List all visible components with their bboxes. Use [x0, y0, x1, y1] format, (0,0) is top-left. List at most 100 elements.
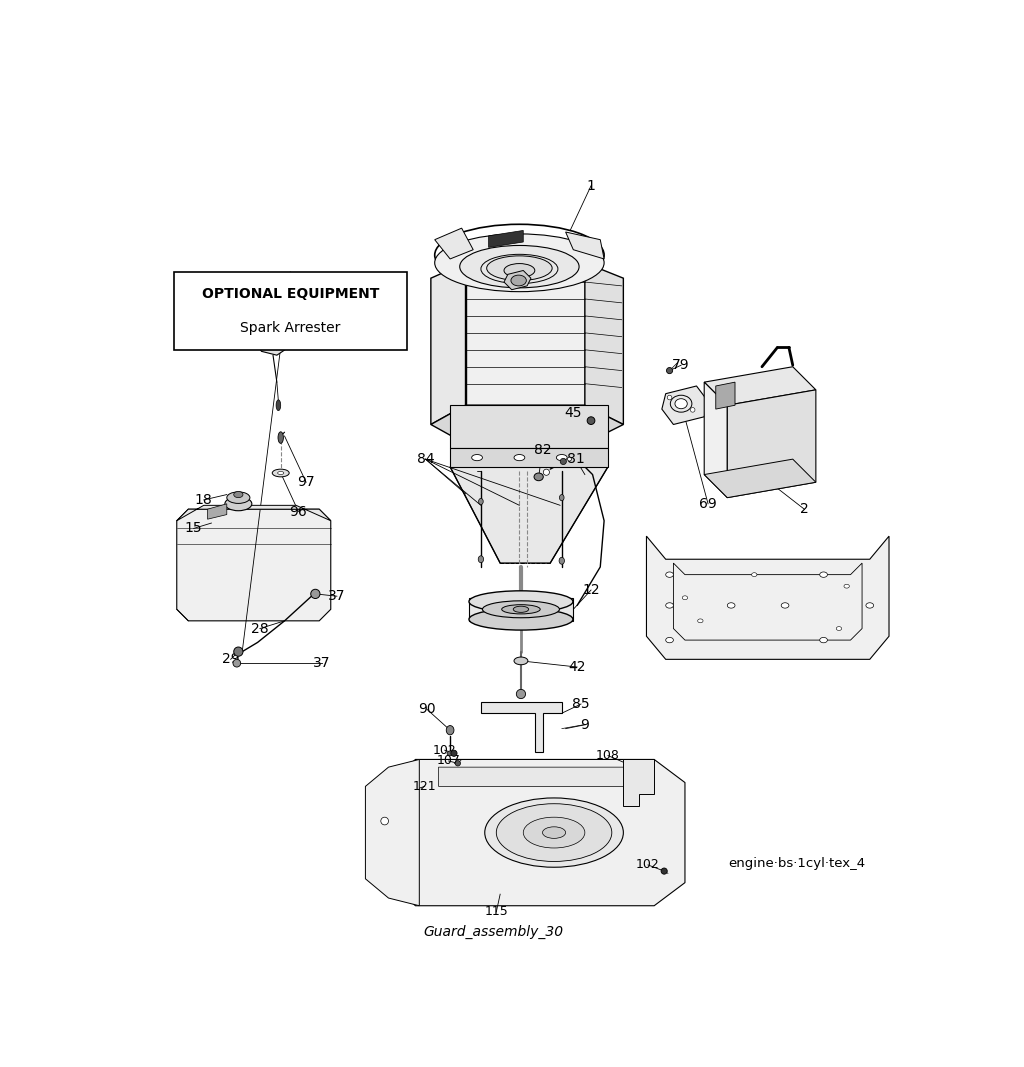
- Ellipse shape: [478, 498, 483, 505]
- Ellipse shape: [435, 234, 604, 291]
- Polygon shape: [488, 230, 523, 248]
- Ellipse shape: [278, 432, 284, 444]
- Text: 96: 96: [290, 505, 307, 519]
- Text: Guard_assembly_30: Guard_assembly_30: [423, 924, 563, 939]
- Ellipse shape: [559, 557, 564, 564]
- Polygon shape: [435, 228, 473, 259]
- Ellipse shape: [682, 595, 688, 600]
- Ellipse shape: [662, 869, 668, 874]
- Polygon shape: [705, 367, 816, 405]
- Text: 45: 45: [564, 405, 582, 420]
- Polygon shape: [254, 317, 292, 355]
- Polygon shape: [624, 760, 654, 806]
- Ellipse shape: [560, 459, 566, 464]
- Text: engine·bs·1cyl·tex_4: engine·bs·1cyl·tex_4: [728, 857, 865, 870]
- Ellipse shape: [484, 798, 624, 867]
- Ellipse shape: [233, 647, 243, 656]
- Polygon shape: [438, 767, 654, 786]
- Ellipse shape: [469, 591, 572, 612]
- Ellipse shape: [752, 573, 757, 576]
- Ellipse shape: [381, 817, 388, 825]
- Polygon shape: [504, 271, 531, 290]
- Text: 81: 81: [566, 452, 585, 466]
- Ellipse shape: [535, 473, 544, 481]
- Text: 20: 20: [203, 335, 220, 349]
- Ellipse shape: [514, 455, 525, 461]
- Polygon shape: [727, 389, 816, 497]
- Text: 107: 107: [436, 754, 461, 767]
- Ellipse shape: [278, 472, 284, 475]
- Text: 29: 29: [222, 652, 240, 666]
- Polygon shape: [466, 262, 585, 405]
- Text: 121: 121: [413, 780, 436, 793]
- Ellipse shape: [310, 589, 319, 599]
- Ellipse shape: [511, 275, 526, 286]
- Polygon shape: [469, 598, 573, 621]
- Polygon shape: [716, 382, 735, 409]
- Ellipse shape: [666, 572, 674, 577]
- Polygon shape: [585, 262, 624, 425]
- Ellipse shape: [516, 689, 525, 699]
- Ellipse shape: [472, 455, 482, 461]
- Ellipse shape: [675, 399, 687, 409]
- Polygon shape: [481, 702, 562, 752]
- Polygon shape: [366, 760, 419, 906]
- Text: 102: 102: [433, 744, 457, 757]
- Text: 90: 90: [418, 702, 436, 716]
- Ellipse shape: [504, 264, 535, 277]
- Polygon shape: [451, 405, 608, 447]
- Text: 115: 115: [484, 906, 508, 919]
- Text: 82: 82: [534, 443, 551, 457]
- Polygon shape: [646, 536, 889, 659]
- Ellipse shape: [226, 492, 250, 504]
- Text: 69: 69: [699, 497, 717, 511]
- Ellipse shape: [668, 395, 672, 400]
- Polygon shape: [451, 467, 608, 563]
- Ellipse shape: [276, 400, 281, 411]
- Text: 2: 2: [800, 503, 809, 516]
- Polygon shape: [662, 386, 708, 425]
- Text: 18: 18: [195, 493, 213, 507]
- Ellipse shape: [451, 750, 457, 757]
- Ellipse shape: [469, 608, 572, 631]
- Ellipse shape: [435, 224, 604, 286]
- Ellipse shape: [819, 637, 827, 642]
- Ellipse shape: [866, 603, 873, 608]
- Ellipse shape: [446, 726, 454, 735]
- Text: 1: 1: [587, 179, 596, 193]
- Text: 79: 79: [673, 359, 690, 372]
- Text: 12: 12: [583, 583, 600, 598]
- Polygon shape: [388, 760, 685, 906]
- Ellipse shape: [233, 492, 243, 497]
- Ellipse shape: [502, 605, 541, 614]
- Text: 37: 37: [312, 656, 331, 670]
- Ellipse shape: [513, 606, 528, 612]
- Polygon shape: [279, 286, 286, 296]
- Ellipse shape: [478, 556, 483, 562]
- Text: 28: 28: [251, 622, 268, 636]
- Polygon shape: [451, 447, 608, 467]
- Ellipse shape: [587, 417, 595, 425]
- Ellipse shape: [460, 245, 580, 288]
- Ellipse shape: [233, 659, 241, 667]
- Ellipse shape: [486, 256, 552, 281]
- Ellipse shape: [514, 657, 528, 665]
- Text: 21: 21: [222, 283, 240, 297]
- Ellipse shape: [543, 827, 565, 839]
- Ellipse shape: [819, 572, 827, 577]
- Text: 84: 84: [417, 452, 434, 466]
- Ellipse shape: [225, 497, 252, 511]
- Text: 42: 42: [568, 660, 586, 674]
- Text: Spark Arrester: Spark Arrester: [240, 321, 340, 335]
- Ellipse shape: [837, 626, 842, 631]
- Ellipse shape: [844, 585, 849, 588]
- Text: 15: 15: [185, 522, 203, 536]
- Ellipse shape: [272, 469, 289, 477]
- Ellipse shape: [690, 408, 695, 412]
- Ellipse shape: [544, 469, 550, 475]
- Bar: [174, 272, 407, 350]
- Polygon shape: [177, 506, 331, 521]
- Polygon shape: [208, 504, 226, 520]
- Text: 102: 102: [636, 859, 659, 872]
- Polygon shape: [177, 509, 331, 621]
